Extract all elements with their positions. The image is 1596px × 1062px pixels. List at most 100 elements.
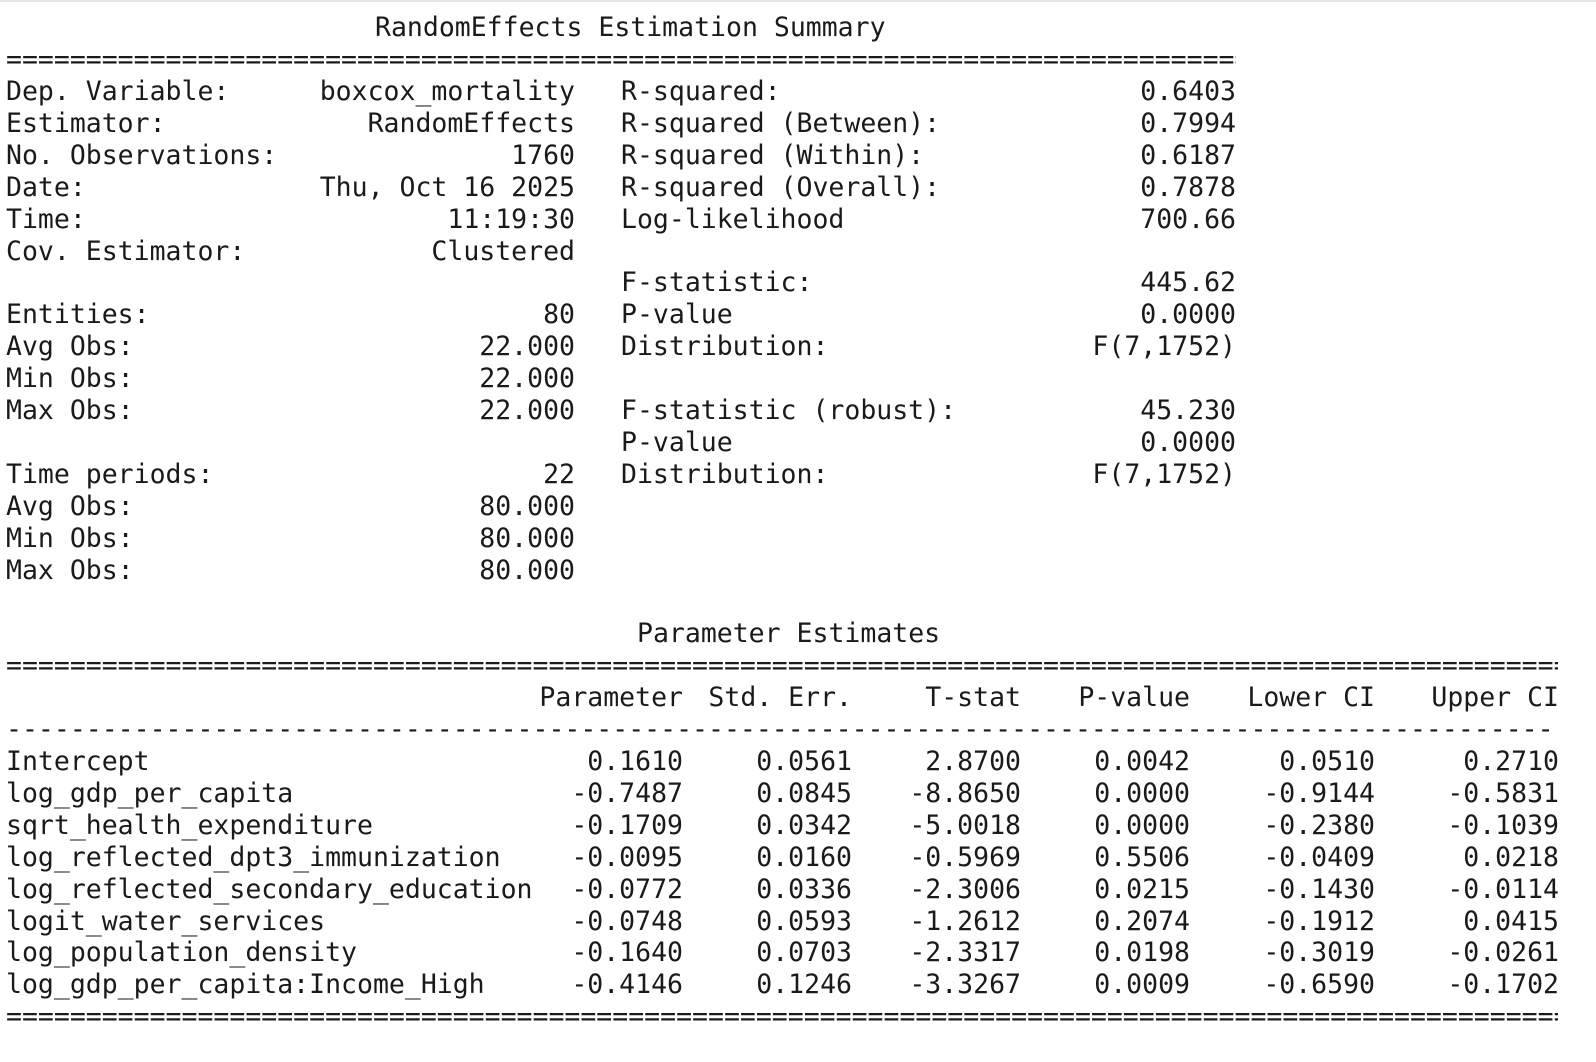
- summary-right-value: 0.7878: [1140, 171, 1236, 203]
- params-row-value: -0.1702: [1447, 969, 1559, 1001]
- summary-left-label: Date:: [6, 171, 86, 203]
- summary-left-value: 11:19:30: [447, 203, 575, 235]
- params-row-value: -0.9144: [1263, 777, 1375, 809]
- summary-left-label: Avg Obs:: [6, 331, 134, 363]
- summary-left-label: Dep. Variable:: [6, 76, 230, 107]
- params-row-name: log_gdp_per_capita:Income_High: [6, 969, 485, 1001]
- params-column-header: T-stat: [925, 682, 1021, 713]
- params-row-value: -8.8650: [909, 777, 1021, 809]
- params-row-value: -0.1709: [571, 809, 683, 841]
- summary-right-value: 0.6403: [1140, 76, 1236, 107]
- params-row-value: 0.0336: [756, 873, 852, 905]
- summary-right-value: 0.0000: [1140, 299, 1236, 331]
- summary-right-label: R-squared (Within):: [621, 139, 925, 171]
- summary-left-label: Estimator:: [6, 107, 166, 139]
- params-row-value: 0.0000: [1094, 809, 1190, 841]
- params-row-value: -1.2612: [909, 905, 1021, 937]
- params-row-value: 0.0510: [1279, 746, 1375, 777]
- params-row-value: 0.5506: [1094, 841, 1190, 873]
- summary-left-label: Entities:: [6, 299, 150, 331]
- params-row-value: -0.2380: [1263, 809, 1375, 841]
- params-column-header: Lower CI: [1247, 682, 1375, 713]
- summary-left-value: 80.000: [479, 490, 575, 522]
- params-row-value: 0.0042: [1094, 746, 1190, 777]
- summary-left-label: Max Obs:: [6, 395, 134, 426]
- params-row-value: -0.1912: [1263, 905, 1375, 937]
- params-row-value: -5.0018: [909, 809, 1021, 841]
- params-row-name: log_population_density: [6, 937, 357, 969]
- params-column-header: P-value: [1078, 682, 1190, 713]
- summary-right-value: 0.0000: [1140, 426, 1236, 458]
- summary-right-label: F-statistic (robust):: [621, 395, 957, 426]
- summary-right-label: R-squared (Overall):: [621, 171, 941, 203]
- params-row-value: 0.0160: [756, 841, 852, 873]
- params-row-value: -3.3267: [909, 969, 1021, 1001]
- params-bottom-rule: ========================================…: [6, 1001, 1558, 1032]
- params-row-value: -0.0114: [1447, 873, 1559, 905]
- summary-left-label: Cov. Estimator:: [6, 235, 246, 267]
- summary-right-label: R-squared:: [621, 76, 781, 107]
- summary-left-label: Time:: [6, 203, 86, 235]
- params-row-name: Intercept: [6, 746, 150, 777]
- summary-right-value: 0.7994: [1140, 107, 1236, 139]
- params-row-value: -0.1640: [571, 937, 683, 969]
- summary-right-label: Distribution:: [621, 458, 829, 490]
- summary-left-value: Thu, Oct 16 2025: [319, 171, 575, 203]
- summary-left-value: 80: [543, 299, 575, 331]
- params-row-value: -0.1039: [1447, 809, 1559, 841]
- summary-left-label: Max Obs:: [6, 554, 134, 586]
- summary-left-label: Avg Obs:: [6, 490, 134, 522]
- summary-right-label: P-value: [621, 426, 733, 458]
- params-row-value: 0.0218: [1463, 841, 1559, 873]
- summary-right-label: Log-likelihood: [621, 203, 845, 235]
- params-row-value: -0.5969: [909, 841, 1021, 873]
- params-row-name: logit_water_services: [6, 905, 326, 937]
- summary-right-value: 700.66: [1140, 203, 1236, 235]
- params-row-value: 2.8700: [925, 746, 1021, 777]
- summary-right-value: 45.230: [1140, 395, 1236, 426]
- summary-left-value: 1760: [511, 139, 575, 171]
- params-row-value: 0.0845: [756, 777, 852, 809]
- params-top-rule: ========================================…: [6, 650, 1558, 681]
- summary-left-value: 80.000: [479, 522, 575, 554]
- params-row-name: sqrt_health_expenditure: [6, 809, 373, 841]
- params-row-value: 0.0561: [756, 746, 852, 777]
- params-row-value: -0.6590: [1263, 969, 1375, 1001]
- summary-left-value: 22.000: [479, 331, 575, 363]
- summary-right-label: R-squared (Between):: [621, 107, 941, 139]
- summary-left-value: 22.000: [479, 395, 575, 426]
- params-row-value: -0.5831: [1447, 777, 1559, 809]
- params-row-value: 0.0342: [756, 809, 852, 841]
- summary-right-value: F(7,1752): [1092, 458, 1236, 490]
- params-row-value: -0.4146: [571, 969, 683, 1001]
- params-row-name: log_gdp_per_capita: [6, 777, 294, 809]
- params-row-value: 0.0009: [1094, 969, 1190, 1001]
- summary-left-value: 22.000: [479, 363, 575, 395]
- params-row-value: -2.3006: [909, 873, 1021, 905]
- params-row-value: 0.0415: [1463, 905, 1559, 937]
- summary-title: RandomEffects Estimation Summary: [375, 12, 886, 43]
- summary-right-value: 445.62: [1140, 267, 1236, 299]
- params-title: Parameter Estimates: [637, 618, 941, 649]
- params-row-value: -0.1430: [1263, 873, 1375, 905]
- summary-left-label: No. Observations:: [6, 139, 278, 171]
- params-row-value: 0.1246: [756, 969, 852, 1001]
- params-row-value: -0.0095: [571, 841, 683, 873]
- params-row-value: -0.0261: [1447, 937, 1559, 969]
- top-border: [0, 0, 1596, 2]
- summary-left-label: Min Obs:: [6, 522, 134, 554]
- params-row-value: -2.3317: [909, 937, 1021, 969]
- params-row-value: 0.0000: [1094, 777, 1190, 809]
- params-column-header: Std. Err.: [708, 682, 852, 713]
- summary-left-value: 22: [543, 458, 575, 490]
- summary-left-value: 80.000: [479, 554, 575, 586]
- params-row-name: log_reflected_secondary_education: [6, 873, 533, 905]
- params-row-value: -0.0772: [571, 873, 683, 905]
- summary-left-value: RandomEffects: [367, 107, 575, 139]
- summary-right-label: P-value: [621, 299, 733, 331]
- summary-left-value: Clustered: [431, 235, 575, 267]
- params-row-value: -0.0748: [571, 905, 683, 937]
- params-row-value: 0.0593: [756, 905, 852, 937]
- params-row-value: 0.1610: [587, 746, 683, 777]
- params-row-value: -0.0409: [1263, 841, 1375, 873]
